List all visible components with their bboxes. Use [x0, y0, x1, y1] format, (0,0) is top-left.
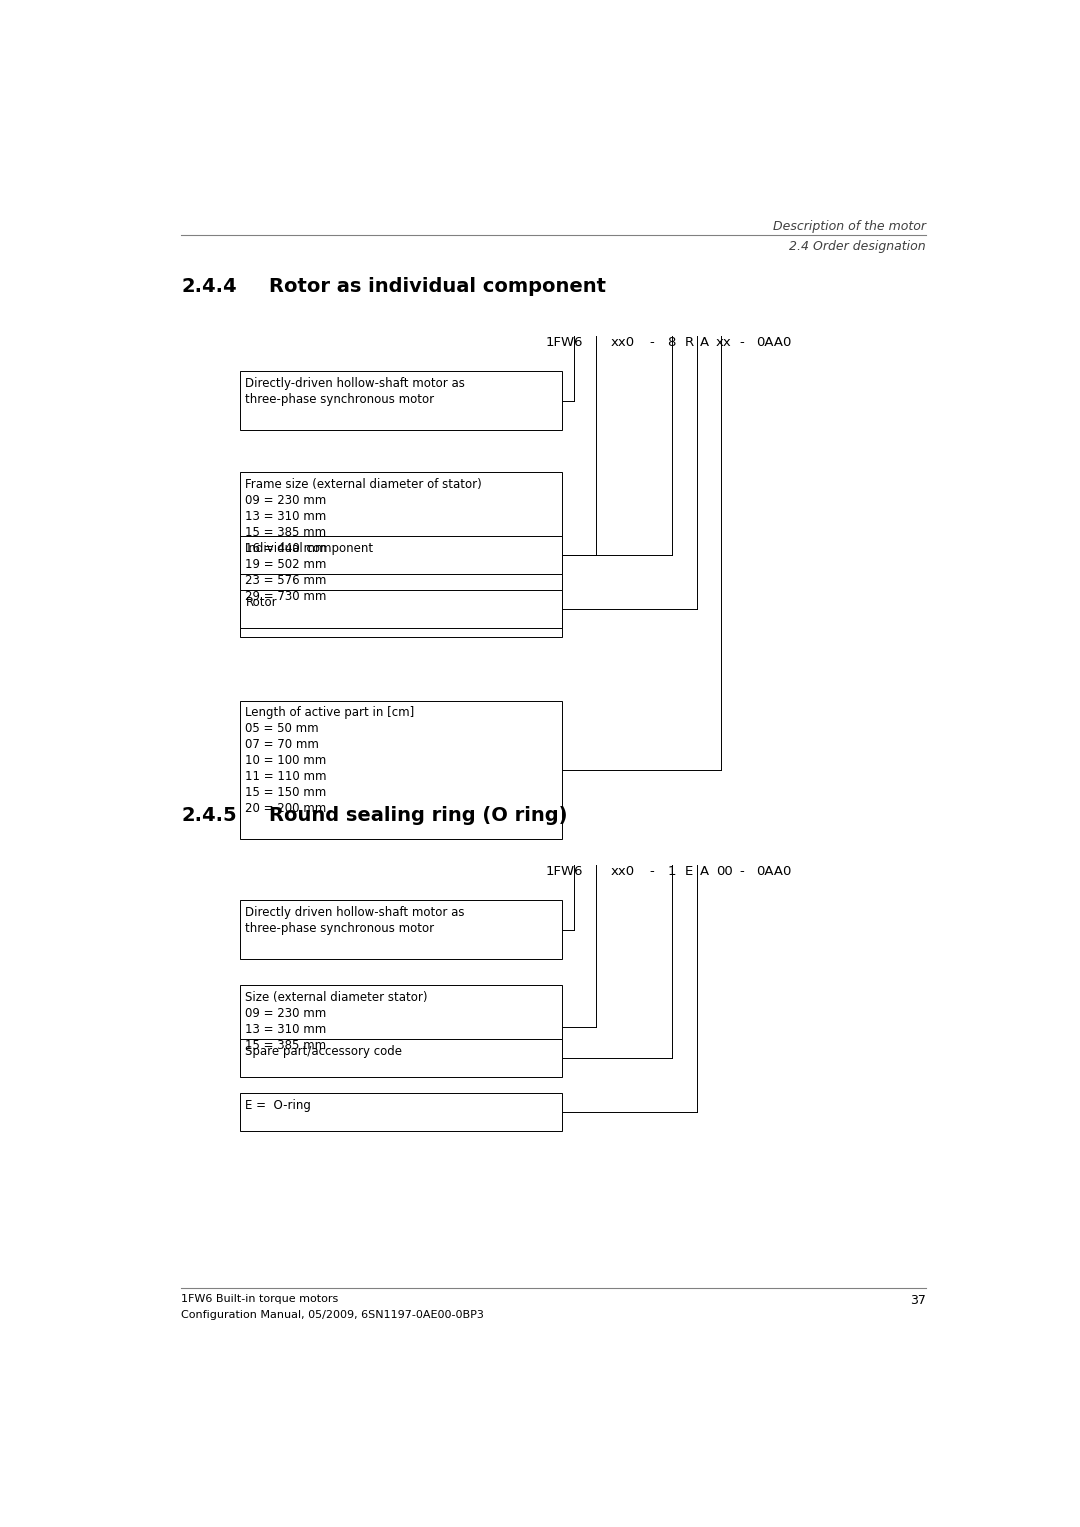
- Text: Directly-driven hollow-shaft motor as
three-phase synchronous motor: Directly-driven hollow-shaft motor as th…: [245, 377, 465, 406]
- Text: 1FW6 Built-in torque motors: 1FW6 Built-in torque motors: [181, 1295, 338, 1304]
- Text: xx0: xx0: [610, 866, 635, 878]
- Bar: [240, 985, 562, 1070]
- Text: -: -: [649, 866, 653, 878]
- Text: -: -: [649, 336, 653, 350]
- Bar: [240, 1093, 562, 1132]
- Text: -: -: [740, 866, 744, 878]
- Text: Description of the motor: Description of the motor: [773, 220, 926, 232]
- Text: Spare part/accessory code: Spare part/accessory code: [245, 1044, 403, 1058]
- Text: Round sealing ring (O ring): Round sealing ring (O ring): [269, 806, 567, 826]
- Text: A: A: [700, 866, 710, 878]
- Bar: [240, 536, 562, 574]
- Text: 00: 00: [716, 866, 732, 878]
- Bar: [240, 371, 562, 431]
- Text: xx: xx: [716, 336, 731, 350]
- Text: 8: 8: [667, 336, 676, 350]
- Text: E: E: [685, 866, 693, 878]
- Text: Directly driven hollow-shaft motor as
three-phase synchronous motor: Directly driven hollow-shaft motor as th…: [245, 907, 465, 936]
- Text: Length of active part in [cm]
05 = 50 mm
07 = 70 mm
10 = 100 mm
11 = 110 mm
15 =: Length of active part in [cm] 05 = 50 mm…: [245, 707, 415, 815]
- Bar: [240, 901, 562, 959]
- Bar: [240, 701, 562, 840]
- Bar: [240, 1040, 562, 1077]
- Text: 2.4 Order designation: 2.4 Order designation: [789, 240, 926, 252]
- Text: 1FW6: 1FW6: [545, 866, 582, 878]
- Text: Rotor: Rotor: [245, 596, 278, 609]
- Text: xx0: xx0: [610, 336, 635, 350]
- Bar: [240, 472, 562, 637]
- Text: 2.4.5: 2.4.5: [181, 806, 237, 826]
- Text: 2.4.4: 2.4.4: [181, 278, 237, 296]
- Text: Individual component: Individual component: [245, 542, 374, 554]
- Bar: [240, 589, 562, 628]
- Text: 0AA0: 0AA0: [756, 336, 792, 350]
- Text: E =  O-ring: E = O-ring: [245, 1099, 311, 1112]
- Text: R: R: [685, 336, 694, 350]
- Text: Configuration Manual, 05/2009, 6SN1197-0AE00-0BP3: Configuration Manual, 05/2009, 6SN1197-0…: [181, 1310, 484, 1319]
- Text: 1FW6: 1FW6: [545, 336, 582, 350]
- Text: A: A: [700, 336, 710, 350]
- Text: -: -: [740, 336, 744, 350]
- Text: Frame size (external diameter of stator)
09 = 230 mm
13 = 310 mm
15 = 385 mm
16 : Frame size (external diameter of stator)…: [245, 478, 483, 603]
- Text: 1: 1: [667, 866, 676, 878]
- Text: 0AA0: 0AA0: [756, 866, 792, 878]
- Text: Size (external diameter stator)
09 = 230 mm
13 = 310 mm
15 = 385 mm: Size (external diameter stator) 09 = 230…: [245, 991, 428, 1052]
- Text: 37: 37: [910, 1295, 926, 1307]
- Text: Rotor as individual component: Rotor as individual component: [269, 278, 606, 296]
